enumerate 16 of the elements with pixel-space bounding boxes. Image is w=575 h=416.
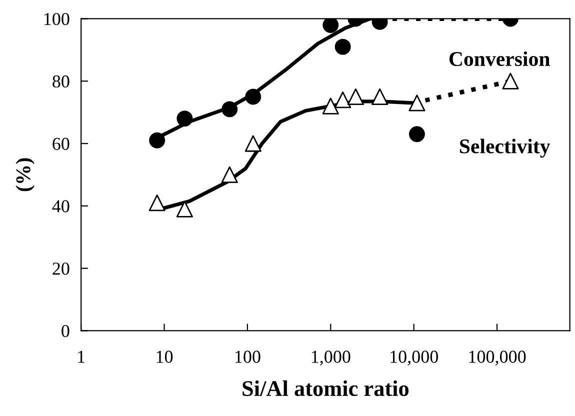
annotation: Selectivity xyxy=(460,138,550,158)
annotation: Conversion xyxy=(449,51,550,66)
x-tick-label: 100,000 xyxy=(469,350,526,366)
x-tick-label: 1 xyxy=(78,350,85,363)
y-tick-label: 0 xyxy=(62,324,70,338)
y-tick-label: 100 xyxy=(44,12,70,26)
y-axis-title: (%) xyxy=(16,158,35,192)
y-tick-label: 60 xyxy=(52,138,70,150)
y-tick-label: 20 xyxy=(52,262,70,275)
x-tick-label: 100 xyxy=(236,350,260,363)
x-axis-title: Si/Al atomic ratio xyxy=(242,380,409,396)
x-tick-label: 10,000 xyxy=(390,350,438,366)
y-tick-label: 80 xyxy=(52,75,70,88)
x-tick-label: 10 xyxy=(156,350,173,363)
x-tick-label: 1,000 xyxy=(312,350,350,366)
y-tick-label: 40 xyxy=(52,200,70,212)
